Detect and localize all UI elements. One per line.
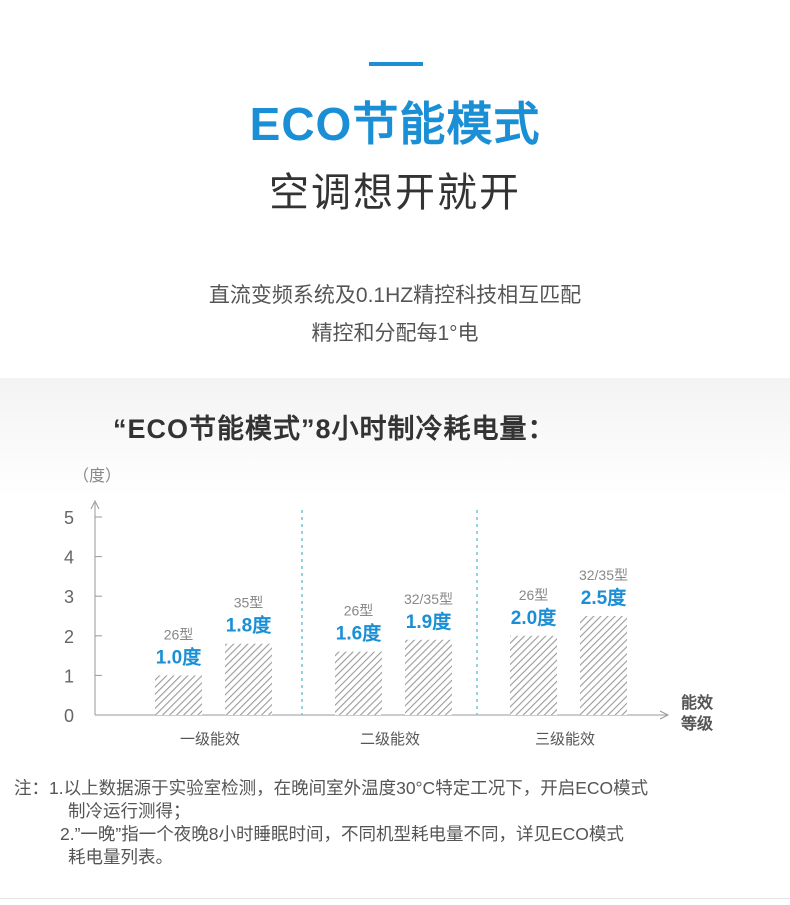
bar — [225, 643, 272, 715]
description-line-1: 直流变频系统及0.1HZ精控科技相互匹配 — [208, 284, 582, 307]
footnote-2: 2.”一晚”指一个夜晚8小时睡眠时间，不同机型耗电量不同，详见ECO模式 — [60, 824, 624, 844]
x-axis-label: 能效 — [681, 693, 713, 712]
bar-model-label: 26型 — [344, 603, 374, 619]
bar — [155, 675, 202, 715]
y-axis-label: （度） — [73, 467, 121, 485]
y-tick-label: 1 — [64, 666, 74, 686]
footnote-1: 注：1.以上数据源于实验室检测，在晚间室外温度30°C特定工况下，开启ECO模式 — [14, 778, 649, 798]
page-title: ECO节能模式 — [249, 98, 541, 150]
title-accent-rule — [369, 62, 423, 66]
x-category-label: 二级能效 — [360, 731, 420, 748]
footnotes: 注：1.以上数据源于实验室检测，在晚间室外温度30°C特定工况下，开启ECO模式… — [14, 777, 784, 869]
x-category-label: 三级能效 — [535, 731, 595, 748]
x-axis-label: 等级 — [680, 714, 714, 733]
bar — [510, 635, 557, 715]
y-tick-label: 4 — [64, 548, 74, 568]
bar-model-label: 35型 — [234, 595, 264, 611]
bar-model-label: 26型 — [164, 626, 194, 642]
x-axis-arrow — [659, 710, 670, 720]
y-axis-arrow — [90, 499, 100, 510]
bar-value-label: 1.0度 — [156, 645, 202, 668]
bar-value-label: 2.5度 — [581, 586, 627, 609]
bar-value-label: 1.9度 — [406, 610, 452, 633]
footnote-1-cont: 制冷运行测得； — [68, 801, 191, 821]
chart-title: “ECO节能模式”8小时制冷耗电量： — [113, 414, 556, 444]
bar — [580, 616, 627, 715]
y-tick-label: 3 — [64, 587, 74, 607]
footnote-2-cont: 耗电量列表。 — [68, 847, 173, 867]
bar-value-label: 1.6度 — [336, 622, 382, 645]
bar — [405, 639, 452, 715]
bar-value-label: 2.0度 — [511, 606, 557, 629]
chart-panel — [0, 378, 790, 898]
y-tick-label: 5 — [64, 508, 74, 528]
page-subtitle: 空调想开就开 — [269, 171, 521, 215]
bar-model-label: 32/35型 — [404, 591, 453, 607]
bar — [335, 651, 382, 715]
bar-model-label: 32/35型 — [579, 567, 628, 583]
y-tick-label: 0 — [64, 706, 74, 726]
bottom-divider — [0, 898, 790, 899]
bar-model-label: 26型 — [519, 587, 549, 603]
y-tick-label: 2 — [64, 627, 74, 647]
x-category-label: 一级能效 — [180, 731, 240, 748]
description-line-2: 精控和分配每1°电 — [311, 322, 479, 345]
bar-value-label: 1.8度 — [226, 614, 272, 637]
